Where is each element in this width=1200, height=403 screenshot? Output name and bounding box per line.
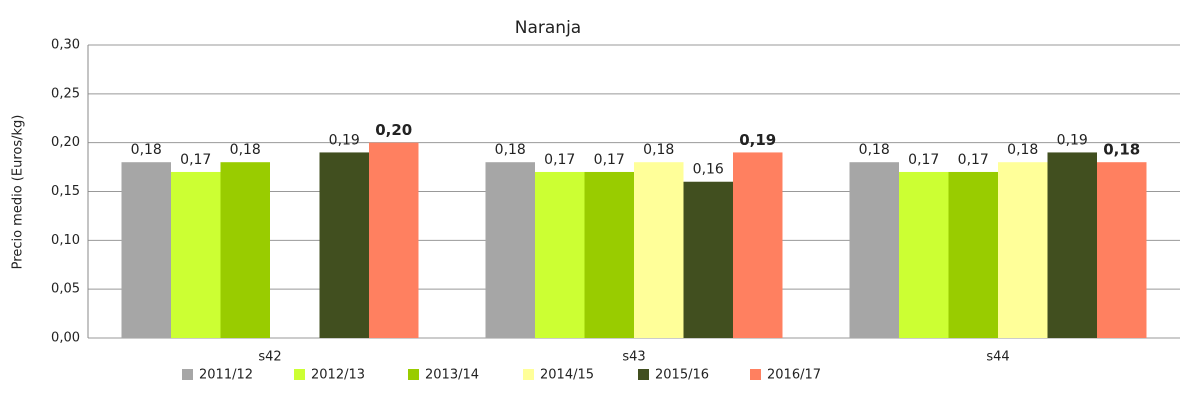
value-label: 0,18 <box>1103 141 1140 159</box>
legend-label: 2013/14 <box>425 368 479 383</box>
value-label: 0,18 <box>643 142 674 158</box>
bar <box>683 181 733 338</box>
bar <box>948 171 998 338</box>
bar <box>1047 152 1097 338</box>
x-tick-label: s42 <box>258 350 281 365</box>
bar <box>849 162 899 338</box>
y-tick-label: 0,30 <box>51 38 80 53</box>
bar <box>369 142 419 338</box>
y-tick-label: 0,25 <box>51 86 80 101</box>
value-label: 0,20 <box>375 121 412 139</box>
x-tick-label: s43 <box>622 350 645 365</box>
y-tick-label: 0,20 <box>51 135 80 150</box>
value-label: 0,17 <box>544 152 575 168</box>
bar <box>319 152 369 338</box>
legend-swatch <box>523 369 534 380</box>
value-label: 0,18 <box>1007 142 1038 158</box>
value-label: 0,16 <box>693 162 724 178</box>
bar <box>121 162 171 338</box>
value-label: 0,19 <box>329 132 360 148</box>
bar <box>733 152 783 338</box>
value-label: 0,19 <box>739 131 776 149</box>
value-label: 0,18 <box>230 142 261 158</box>
y-tick-label: 0,05 <box>51 282 80 297</box>
bar <box>220 162 270 338</box>
bar <box>535 171 585 338</box>
value-label: 0,17 <box>180 152 211 168</box>
value-label: 0,18 <box>131 142 162 158</box>
x-tick-label: s44 <box>986 350 1009 365</box>
y-tick-label: 0,10 <box>51 233 80 248</box>
legend-swatch <box>408 369 419 380</box>
y-axis-title: Precio medio (Euros/kg) <box>11 115 26 270</box>
legend-label: 2011/12 <box>199 368 253 383</box>
legend-label: 2016/17 <box>767 368 821 383</box>
bar <box>1097 162 1147 338</box>
value-label: 0,19 <box>1057 132 1088 148</box>
value-label: 0,18 <box>859 142 890 158</box>
bar <box>584 171 634 338</box>
y-tick-label: 0,15 <box>51 184 80 199</box>
legend-swatch <box>182 369 193 380</box>
legend-label: 2015/16 <box>655 368 709 383</box>
legend-label: 2014/15 <box>540 368 594 383</box>
value-label: 0,17 <box>594 152 625 168</box>
bar <box>899 171 949 338</box>
chart-title: Naranja <box>515 18 581 38</box>
legend-swatch <box>638 369 649 380</box>
bar <box>634 162 684 338</box>
value-label: 0,17 <box>908 152 939 168</box>
y-tick-label: 0,00 <box>51 331 80 346</box>
value-label: 0,18 <box>495 142 526 158</box>
legend-swatch <box>294 369 305 380</box>
value-label: 0,17 <box>958 152 989 168</box>
bar <box>485 162 535 338</box>
bar <box>171 171 221 338</box>
legend-swatch <box>750 369 761 380</box>
legend-label: 2012/13 <box>311 368 365 383</box>
bar <box>998 162 1048 338</box>
